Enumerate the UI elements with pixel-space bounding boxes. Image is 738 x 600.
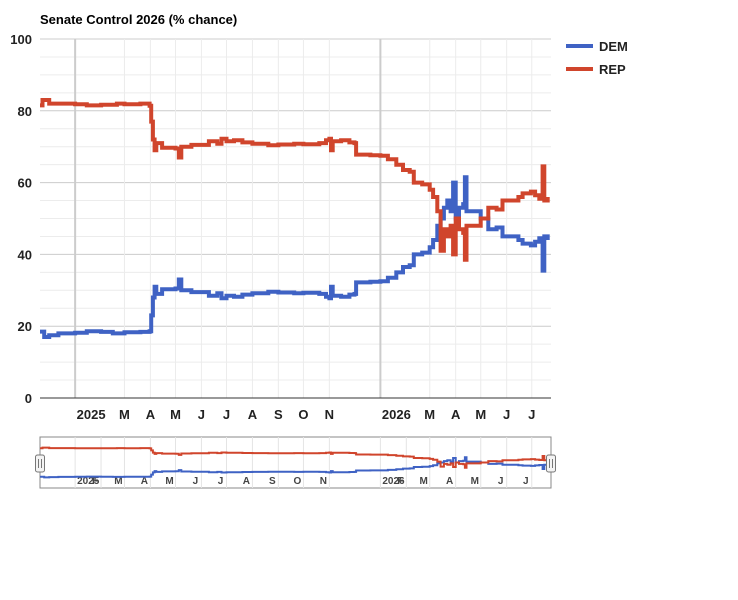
y-tick-label: 20	[18, 319, 32, 334]
navigator-tick-label: M	[165, 476, 173, 487]
y-tick-label: 80	[18, 104, 32, 119]
y-tick-label: 0	[25, 391, 32, 406]
navigator-tick-label: J	[218, 476, 224, 487]
navigator-tick-label: M	[420, 476, 428, 487]
grid-lines	[40, 38, 551, 399]
navigator-tick-label: F	[92, 476, 98, 487]
dem-series-line	[40, 175, 550, 339]
navigator-right-handle[interactable]	[546, 454, 556, 473]
navigator-tick-label: A	[446, 476, 453, 487]
navigator-tick-label: J	[193, 476, 199, 487]
x-tick-label: 2026	[382, 407, 411, 422]
navigator-tick-label: A	[141, 476, 148, 487]
rep-series-line	[40, 98, 550, 262]
x-tick-label: N	[325, 407, 334, 422]
x-tick-label: O	[298, 407, 308, 422]
navigator-tick-label: 2025	[77, 476, 100, 487]
x-tick-label: J	[198, 407, 205, 422]
x-tick-label: M	[119, 407, 130, 422]
navigator-tick-label: A	[243, 476, 250, 487]
x-tick-label: A	[451, 407, 461, 422]
navigator-tick-label: J	[498, 476, 504, 487]
y-tick-label: 60	[18, 176, 32, 191]
rep-navigator-line	[40, 446, 549, 469]
x-tick-label: A	[146, 407, 156, 422]
x-tick-label: J	[528, 407, 535, 422]
x-tick-label: S	[274, 407, 283, 422]
x-axis: 2025 M A M J J A S O N 2026 M A M J J	[77, 407, 536, 422]
x-tick-label: 2025	[77, 407, 106, 422]
y-tick-label: 40	[18, 247, 32, 262]
x-tick-label: J	[503, 407, 510, 422]
navigator-tick-label: O	[294, 476, 302, 487]
y-axis: 0 20 40 60 80 100	[10, 32, 32, 406]
x-tick-label: M	[424, 407, 435, 422]
x-tick-label: M	[475, 407, 486, 422]
y-tick-label: 100	[10, 32, 32, 47]
navigator-left-handle[interactable]	[35, 454, 45, 473]
x-tick-label: A	[248, 407, 258, 422]
x-tick-label: J	[223, 407, 230, 422]
navigator-tick-label: J	[523, 476, 529, 487]
navigator-tick-label: M	[114, 476, 122, 487]
navigator-tick-label: F	[397, 476, 403, 487]
navigator-tick-label: N	[320, 476, 327, 487]
handle-grip	[546, 454, 556, 473]
dem-legend-label: DEM	[599, 39, 628, 54]
series-lines	[40, 98, 550, 339]
dem-navigator-line	[40, 456, 549, 479]
x-tick-label: M	[170, 407, 181, 422]
navigator-tick-label: M	[471, 476, 479, 487]
chart-title: Senate Control 2026 (% chance)	[40, 12, 237, 27]
legend: DEM REP	[566, 39, 628, 77]
handle-grip	[35, 454, 45, 473]
navigator-tick-label: S	[269, 476, 276, 487]
rep-legend-label: REP	[599, 62, 626, 77]
navigator-tick-label: 2026	[382, 476, 405, 487]
